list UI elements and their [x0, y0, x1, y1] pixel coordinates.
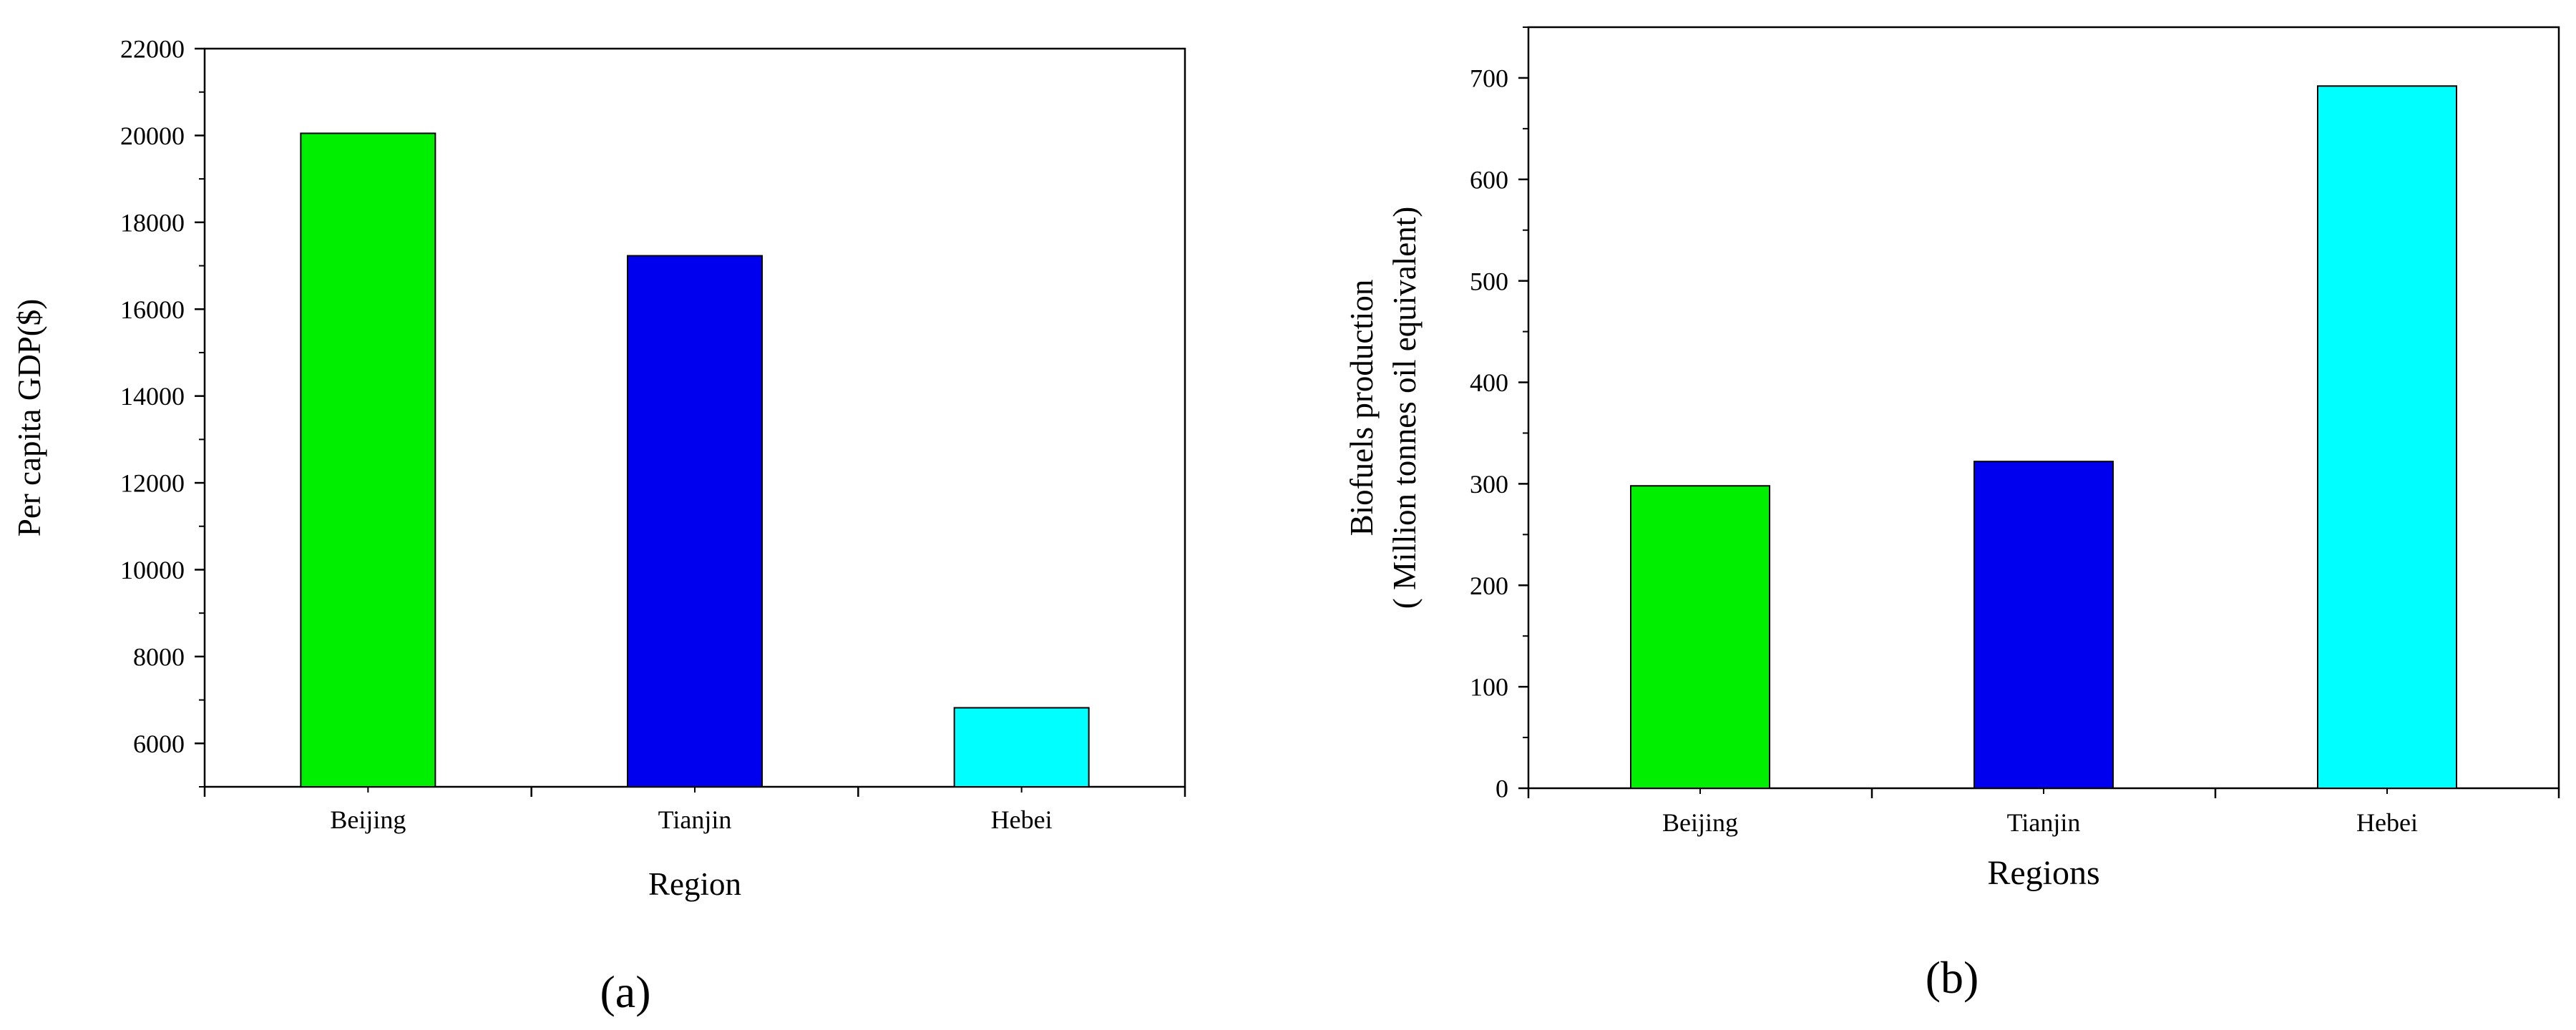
y-tick-label: 200	[1470, 572, 1508, 600]
y-tick-label: 18000	[120, 208, 185, 237]
y-tick-label: 14000	[120, 382, 185, 411]
panel-label-b: (b)	[1926, 952, 1979, 1003]
x-tick-label: Tianjin	[2007, 808, 2081, 837]
chart-panel-a: 6000 8000 10000 12000 14000 16000 18000 20000 22…	[11, 35, 1186, 1017]
y-tick-label: 8000	[133, 642, 185, 671]
y-tick-label: 600	[1470, 165, 1508, 194]
bar-tianjin	[627, 255, 763, 788]
y-axis-label: Per capita GDP($)	[11, 299, 47, 536]
y-axis-ticks	[1518, 26, 2560, 798]
y-axis-tick-labels: 6000 8000 10000 12000 14000 16000 18000 20000 22…	[120, 35, 185, 758]
x-tick-label: Tianjin	[658, 805, 732, 834]
y-tick-label: 22000	[120, 35, 185, 64]
y-axis-label-line2: ( Million tonnes oil equivalent)	[1387, 207, 1423, 609]
chart-panel-b: 0 100 200 300 400 500 600 700 Beijing Tianjin Heb…	[1344, 26, 2560, 1003]
y-tick-label: 16000	[120, 295, 185, 324]
x-axis-label: Regions	[1987, 854, 2099, 892]
y-tick-label: 0	[1496, 775, 1508, 803]
bar-beijing	[300, 132, 436, 788]
x-tick-label: Hebei	[991, 805, 1053, 834]
bar-tianjin	[1974, 461, 2114, 789]
x-axis-tick-labels: Beijing Tianjin Hebei	[330, 805, 1052, 834]
y-axis-label: Biofuels production	[1344, 280, 1380, 536]
y-tick-label: 700	[1470, 64, 1508, 93]
y-tick-label: 300	[1470, 470, 1508, 499]
y-tick-label: 12000	[120, 469, 185, 498]
bar-beijing	[1630, 485, 1770, 789]
x-tick-label: Hebei	[2356, 808, 2418, 837]
y-axis-ticks	[195, 47, 1186, 797]
x-tick-label: Beijing	[330, 805, 406, 834]
bar-hebei	[2317, 85, 2457, 790]
bar-group	[1630, 85, 2457, 790]
y-tick-label: 100	[1470, 673, 1508, 702]
y-tick-label: 400	[1470, 368, 1508, 397]
x-axis-label: Region	[648, 866, 741, 902]
y-axis-tick-labels: 0 100 200 300 400 500 600 700	[1470, 64, 1508, 803]
y-tick-label: 10000	[120, 556, 185, 584]
panel-label-a: (a)	[600, 966, 650, 1017]
y-tick-label: 20000	[120, 122, 185, 150]
bar-hebei	[953, 707, 1090, 788]
y-tick-label: 6000	[133, 730, 185, 758]
bar-group	[300, 132, 1090, 788]
y-tick-label: 500	[1470, 267, 1508, 295]
x-tick-label: Beijing	[1662, 808, 1738, 837]
x-axis-tick-labels: Beijing Tianjin Hebei	[1662, 808, 2418, 837]
